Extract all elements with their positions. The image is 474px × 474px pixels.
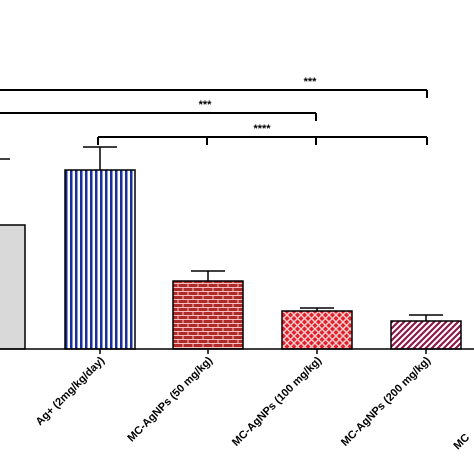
x-tick-label: MC (452, 432, 473, 453)
sig-label: *** (304, 76, 318, 88)
bar (0, 224, 26, 350)
x-tick-label: Ag+ (2mg/kg/day) (34, 354, 108, 428)
sig-label: **** (253, 123, 271, 135)
bar (172, 280, 244, 350)
bar (390, 320, 462, 350)
x-tick-label: MC-AgNPs (200 mg/kg) (339, 354, 433, 448)
x-tick-label: MC-AgNPs (50 mg/kg) (125, 354, 215, 444)
bar (64, 169, 136, 350)
bar (281, 310, 353, 350)
sig-label: *** (199, 99, 213, 111)
x-tick-label: MC-AgNPs (100 mg/kg) (230, 354, 324, 448)
